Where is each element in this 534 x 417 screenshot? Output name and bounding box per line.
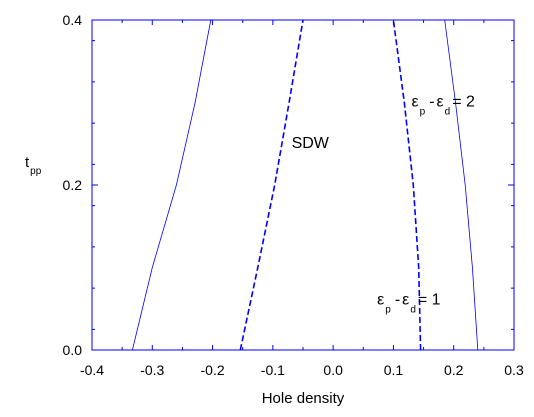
x-axis-title: Hole density bbox=[262, 390, 345, 407]
energy-difference-label-2: εp-εd= 2 bbox=[412, 94, 476, 118]
minus-sign: - bbox=[395, 292, 400, 309]
region-label-sdw: SDW bbox=[292, 135, 330, 152]
equals-value: = 1 bbox=[418, 292, 441, 309]
x-tick-label: -0.3 bbox=[140, 362, 164, 378]
epsilon-symbol: ε bbox=[402, 292, 409, 309]
energy-difference-label-1: εp-εd= 1 bbox=[377, 292, 441, 316]
subscript-d: d bbox=[445, 107, 451, 118]
y-tick-label: 0.2 bbox=[63, 177, 83, 193]
x-tick-label: 0.0 bbox=[323, 362, 343, 378]
subscript-p: p bbox=[420, 107, 426, 118]
x-tick-label: 0.1 bbox=[384, 362, 404, 378]
curves bbox=[132, 19, 479, 351]
dashed-boundary-curve-2 bbox=[239, 19, 304, 351]
subscript-p: p bbox=[385, 305, 391, 316]
x-tick-label: -0.4 bbox=[80, 362, 104, 378]
equals-value: = 2 bbox=[452, 94, 475, 111]
x-axis: -0.4 -0.3 -0.2 -0.1 0.0 0.1 0.2 0.3 bbox=[80, 20, 524, 378]
y-axis-title: tpp bbox=[25, 154, 42, 177]
x-tick-label: -0.2 bbox=[201, 362, 225, 378]
y-axis: 0.0 0.2 0.4 bbox=[63, 12, 514, 358]
dashed-boundary-curve-3 bbox=[392, 19, 422, 351]
solid-boundary-curve-4 bbox=[444, 19, 479, 351]
y-tick-label: 0.0 bbox=[63, 342, 83, 358]
y-axis-title-main: t bbox=[25, 154, 30, 171]
y-tick-label: 0.4 bbox=[63, 12, 83, 28]
subscript-d: d bbox=[410, 305, 416, 316]
x-tick-label: 0.2 bbox=[444, 362, 464, 378]
epsilon-symbol: ε bbox=[412, 94, 419, 111]
x-tick-label: -0.1 bbox=[261, 362, 285, 378]
epsilon-symbol: ε bbox=[377, 292, 384, 309]
epsilon-symbol: ε bbox=[437, 94, 444, 111]
solid-boundary-curve-1 bbox=[132, 19, 212, 351]
x-tick-label: 0.3 bbox=[504, 362, 524, 378]
plot-frame bbox=[91, 19, 515, 351]
minus-sign: - bbox=[429, 94, 434, 111]
y-axis-title-sub: pp bbox=[30, 166, 42, 177]
